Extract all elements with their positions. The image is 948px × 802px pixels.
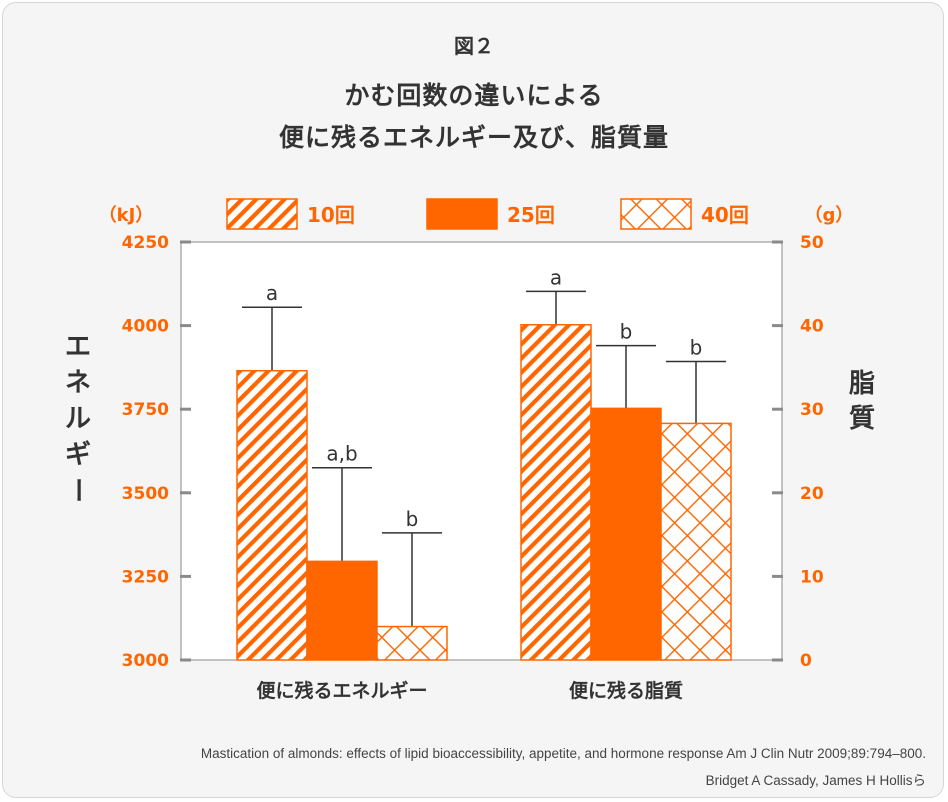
legend-label: 10回 [307,203,355,227]
source-citation: Mastication of almonds: effects of lipid… [200,746,926,761]
significance-label: a [266,281,278,305]
right-tick-label: 20 [800,484,824,504]
legend-swatch [226,198,298,230]
chart-title-line1: かむ回数の違いによる [344,81,604,110]
chart-title-line2: 便に残るエネルギー及び、脂質量 [278,123,669,152]
right-axis-label-char: 脂 [849,369,875,399]
significance-label: b [690,336,703,360]
left-tick-label: 3250 [122,567,169,587]
left-axis-label-char: ギ [65,440,91,470]
bar [590,407,662,661]
legend-label: 40回 [701,203,749,227]
significance-label: a,b [326,442,357,466]
left-tick-label: 4250 [122,233,169,253]
right-axis-label-char: 質 [849,404,875,434]
bar [660,422,732,661]
bar [520,324,592,661]
right-tick-label: 30 [800,400,824,420]
right-axis-label: 脂質 [849,369,875,434]
right-tick-label: 0 [800,651,812,671]
left-axis-label-char: ネ [65,368,91,398]
category-label: 便に残るエネルギー [256,679,427,702]
right-tick-label: 10 [800,567,824,587]
category-label: 便に残る脂質 [569,679,683,702]
left-axis-unit: （kJ） [99,205,154,226]
legend-label: 25回 [507,203,555,227]
left-axis-label-char: ー [62,477,92,503]
right-tick-label: 40 [800,317,824,337]
bar [376,625,448,661]
significance-label: b [406,507,419,531]
left-axis-label-char: エ [65,332,91,362]
right-axis-unit: （g） [805,205,854,226]
left-axis-label: エネルギー [62,332,92,503]
figure-label: 図２ [454,34,494,58]
significance-label: b [620,320,633,344]
bar [236,369,308,661]
source-authors: Bridget A Cassady, James H Hollisら [705,773,926,788]
left-tick-label: 3500 [122,484,169,504]
left-tick-label: 3750 [122,400,169,420]
right-tick-label: 50 [800,233,824,253]
left-tick-label: 4000 [122,317,169,337]
left-tick-label: 3000 [122,651,169,671]
legend-swatch [620,198,692,230]
legend-swatch [426,198,498,230]
bar [306,560,378,661]
left-axis-label-char: ル [65,404,91,434]
significance-label: a [550,265,562,289]
